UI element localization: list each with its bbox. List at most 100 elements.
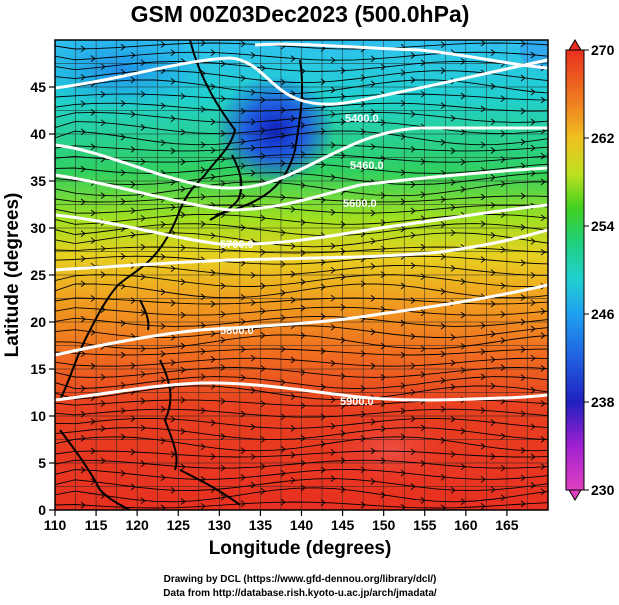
flow-arrow bbox=[500, 464, 506, 472]
flow-arrow bbox=[540, 152, 546, 160]
korea-peninsula bbox=[209, 154, 243, 221]
flow-arrow bbox=[440, 473, 446, 481]
colorbar-tick-label: 238 bbox=[591, 394, 615, 410]
flow-arrow bbox=[480, 105, 486, 113]
flow-arrow bbox=[100, 425, 106, 432]
flow-arrow bbox=[290, 242, 296, 250]
flow-arrow bbox=[320, 499, 326, 506]
flow-arrow bbox=[80, 315, 86, 323]
flow-arrow bbox=[300, 332, 306, 339]
streamline bbox=[55, 478, 548, 492]
streamline bbox=[55, 501, 548, 509]
flow-arrow bbox=[100, 400, 106, 407]
flow-arrow bbox=[480, 220, 486, 228]
flow-arrow bbox=[280, 260, 286, 268]
flow-arrow bbox=[490, 330, 496, 338]
flow-arrow bbox=[330, 86, 336, 94]
flow-arrow bbox=[160, 221, 166, 228]
flow-arrow bbox=[90, 143, 96, 151]
flow-arrow bbox=[120, 169, 126, 177]
flow-arrow bbox=[410, 52, 416, 59]
flow-arrow bbox=[200, 105, 206, 113]
flow-arrow bbox=[180, 158, 186, 166]
flow-arrow bbox=[520, 346, 526, 353]
flow-arrow bbox=[330, 294, 336, 302]
flow-arrow bbox=[160, 405, 166, 413]
flow-arrow bbox=[140, 460, 146, 467]
flow-arrow bbox=[420, 191, 426, 198]
flow-arrow bbox=[440, 41, 446, 49]
flow-arrow bbox=[280, 132, 286, 140]
colorbar-tick-label: 246 bbox=[591, 306, 615, 322]
flow-arrow bbox=[290, 476, 296, 484]
flow-arrow bbox=[480, 193, 486, 201]
flow-arrow bbox=[500, 211, 506, 219]
flow-arrow bbox=[130, 76, 136, 84]
flow-arrow bbox=[370, 295, 376, 302]
flow-arrow bbox=[490, 232, 496, 239]
flow-arrow bbox=[410, 297, 416, 304]
flow-arrow bbox=[160, 322, 166, 330]
colorbar: 230 238 246 254 262 270 bbox=[565, 39, 615, 501]
flow-arrow bbox=[290, 356, 296, 364]
flow-arrow bbox=[300, 150, 306, 158]
flow-arrow bbox=[450, 486, 456, 494]
flow-arrow bbox=[380, 400, 386, 407]
streamline bbox=[55, 408, 548, 418]
flow-arrow bbox=[300, 304, 306, 312]
flow-arrow bbox=[200, 293, 206, 301]
flow-arrow bbox=[250, 118, 256, 126]
contour-5900 bbox=[55, 381, 548, 402]
flow-arrow bbox=[440, 253, 446, 261]
flow-arrow bbox=[480, 503, 486, 510]
flow-arrow bbox=[530, 299, 536, 307]
flow-arrow bbox=[320, 258, 326, 266]
flow-arrow bbox=[420, 59, 426, 67]
flow-arrow bbox=[260, 214, 266, 222]
asia-coast bbox=[59, 40, 237, 401]
flow-arrow bbox=[80, 45, 86, 53]
flow-arrow bbox=[210, 419, 216, 427]
flow-arrow bbox=[220, 433, 226, 440]
flow-arrow bbox=[480, 256, 486, 263]
flow-arrow bbox=[180, 396, 186, 404]
flow-arrow bbox=[540, 96, 546, 104]
flow-arrow bbox=[90, 209, 96, 217]
flow-arrow bbox=[320, 78, 326, 86]
flow-arrow bbox=[520, 318, 526, 326]
flow-arrow bbox=[210, 356, 216, 363]
flow-arrow bbox=[80, 385, 86, 392]
flow-arrow bbox=[460, 342, 466, 350]
streamline bbox=[55, 172, 548, 186]
flow-arrow bbox=[320, 440, 326, 448]
flow-arrow bbox=[260, 400, 266, 408]
flow-arrow bbox=[280, 194, 286, 201]
flow-arrow bbox=[320, 383, 326, 391]
flow-arrow bbox=[330, 56, 336, 64]
flow-arrow bbox=[410, 483, 416, 490]
flow-arrow bbox=[210, 232, 216, 240]
flow-arrow bbox=[460, 498, 466, 505]
y-tick-label: 25 bbox=[30, 267, 46, 283]
flow-arrow bbox=[120, 381, 126, 389]
flow-arrow bbox=[520, 259, 526, 267]
flow-arrow bbox=[250, 354, 256, 362]
flow-arrow bbox=[370, 263, 376, 270]
flow-arrow bbox=[120, 198, 126, 205]
y-tick-label: 20 bbox=[30, 314, 46, 330]
flow-arrow bbox=[490, 300, 496, 308]
flow-arrow bbox=[440, 139, 446, 146]
flow-arrow bbox=[450, 359, 456, 367]
flow-arrow bbox=[260, 487, 266, 495]
flow-arrow bbox=[130, 448, 136, 456]
flow-arrow bbox=[100, 373, 106, 381]
flow-arrow bbox=[420, 497, 426, 504]
flow-arrow bbox=[440, 102, 446, 109]
flow-arrow bbox=[380, 119, 386, 126]
flow-arrow bbox=[490, 49, 496, 56]
flow-arrow bbox=[250, 271, 256, 279]
flow-arrow bbox=[170, 451, 176, 458]
flow-arrow bbox=[160, 437, 166, 445]
flow-arrow bbox=[540, 488, 546, 496]
flow-arrow bbox=[260, 365, 266, 372]
